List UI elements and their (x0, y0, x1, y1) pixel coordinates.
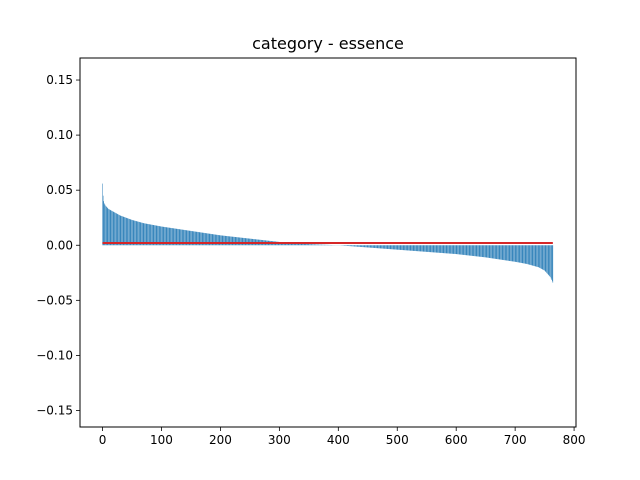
y-tick-label: −0.05 (36, 293, 73, 307)
x-tick-label: 700 (504, 433, 527, 447)
y-tick-label: 0.10 (46, 128, 73, 142)
y-tick-label: 0.05 (46, 183, 73, 197)
x-tick-label: 600 (445, 433, 468, 447)
x-tick-label: 100 (150, 433, 173, 447)
y-tick-label: −0.15 (36, 403, 73, 417)
x-tick-label: 0 (99, 433, 107, 447)
x-axis: 0 100 200 300 400 500 600 700 800 (99, 427, 586, 447)
chart-title: category - essence (252, 34, 404, 53)
plot-area-frame (79, 57, 577, 428)
x-tick-label: 400 (327, 433, 350, 447)
x-tick-label: 500 (386, 433, 409, 447)
x-tick-label: 200 (209, 433, 232, 447)
bar-series (102, 183, 554, 283)
y-tick-label: 0.00 (46, 238, 73, 252)
x-tick-label: 800 (563, 433, 586, 447)
x-tick-label: 300 (268, 433, 291, 447)
y-tick-label: 0.15 (46, 73, 73, 87)
y-axis: −0.15 −0.10 −0.05 0.00 0.05 0.10 0.15 (36, 73, 80, 417)
y-tick-label: −0.10 (36, 348, 73, 362)
